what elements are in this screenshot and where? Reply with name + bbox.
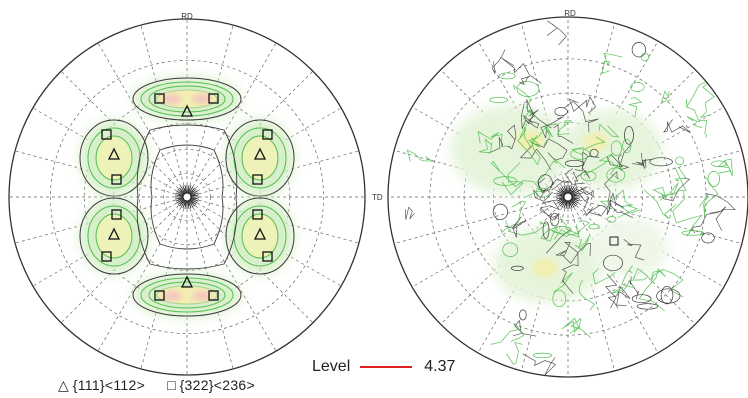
triangle-legend-icon: △ xyxy=(58,376,69,393)
meridian-line xyxy=(521,23,569,198)
contour-left-upper xyxy=(79,119,149,197)
triangle-marker xyxy=(107,227,121,240)
meridian-line xyxy=(567,23,615,198)
level-legend: Level 4.37 xyxy=(312,358,455,376)
latitude-circle xyxy=(50,60,324,334)
contour-bottom xyxy=(132,273,242,317)
td-label: TD xyxy=(372,193,383,202)
level-value: 4.37 xyxy=(424,358,456,375)
meridian-line xyxy=(411,196,569,288)
contour-left-lower xyxy=(79,197,149,275)
square-marker xyxy=(609,236,619,246)
triangle-legend-label: {111}<112> xyxy=(72,377,146,394)
square-marker xyxy=(208,290,219,301)
triangle-marker xyxy=(253,227,267,240)
square-marker xyxy=(262,129,273,140)
meridian-line xyxy=(567,150,742,198)
square-marker xyxy=(111,209,122,220)
square-marker xyxy=(208,93,219,104)
pole-figure-left: RD TD xyxy=(8,12,383,376)
triangle-marker xyxy=(180,104,194,117)
center-hub-left xyxy=(175,185,199,209)
center-hub-right xyxy=(556,185,580,209)
square-marker xyxy=(111,174,122,185)
outer-circle-right xyxy=(387,16,748,378)
meridian-line xyxy=(394,196,569,244)
latitude-circle xyxy=(138,148,236,246)
level-line xyxy=(360,365,413,368)
stereographic-grid-left xyxy=(9,19,365,375)
pole-figure-right: RD xyxy=(387,9,748,378)
contour-right-upper xyxy=(225,119,295,197)
contour-top xyxy=(132,77,242,121)
triangle-marker xyxy=(180,275,194,288)
square-marker xyxy=(154,290,165,301)
contour-center xyxy=(136,124,238,270)
contour-right-lower xyxy=(225,197,295,275)
orientation-legend: △ {111}<112> □ {322}<236> xyxy=(58,376,277,394)
outer-circle-left xyxy=(8,18,366,376)
meridian-line xyxy=(567,196,742,244)
rd-label-right: RD xyxy=(564,9,576,18)
latitude-circle xyxy=(163,173,211,221)
level-label: Level xyxy=(312,358,351,375)
square-legend-icon: □ xyxy=(167,377,176,394)
square-marker xyxy=(154,93,165,104)
square-legend-label: {322}<236> xyxy=(179,377,255,394)
square-marker xyxy=(262,251,273,262)
orientation-markers xyxy=(101,93,273,301)
square-marker xyxy=(101,251,112,262)
square-marker xyxy=(101,129,112,140)
intensity-contours-right xyxy=(404,20,736,376)
triangle-marker xyxy=(107,147,121,160)
square-marker xyxy=(252,174,263,185)
rd-label-left: RD xyxy=(181,12,193,21)
triangle-marker xyxy=(253,147,267,160)
square-marker xyxy=(252,209,263,220)
intensity-contours-left xyxy=(79,77,295,317)
